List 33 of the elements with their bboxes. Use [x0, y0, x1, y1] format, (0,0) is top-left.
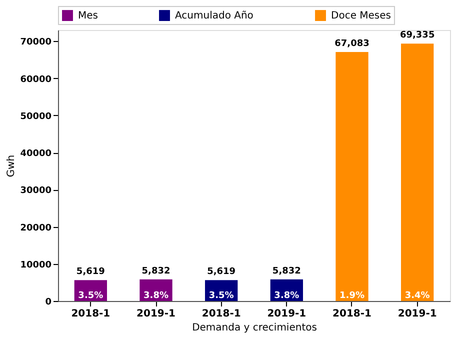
- legend-label: Doce Meses: [331, 10, 391, 22]
- y-tick-label: 0: [45, 298, 52, 308]
- x-axis-title: Demanda y crecimientos: [192, 322, 317, 334]
- x-tick-label: 2019-1: [398, 308, 437, 320]
- annotation: 3.5%: [78, 291, 104, 301]
- annotation: 3.8%: [274, 291, 300, 301]
- x-tick-label: 2019-1: [267, 308, 306, 320]
- data-label: 5,832: [142, 266, 170, 276]
- x-tick-label: 2019-1: [136, 308, 176, 320]
- data-label: 5,619: [207, 267, 236, 278]
- annotation: 3.8%: [144, 291, 168, 301]
- annotation: 3.5%: [208, 291, 234, 301]
- data-label: 5,832: [272, 266, 301, 276]
- data-label: 69,335: [400, 30, 435, 41]
- data-label: 5,619: [76, 267, 105, 278]
- y-tick-label: 20000: [20, 223, 52, 234]
- legend-label: Mes: [78, 10, 98, 22]
- x-tick-label: 2018-1: [71, 308, 110, 320]
- y-tick-label: 30000: [20, 186, 52, 196]
- data-label: 67,083: [334, 38, 370, 49]
- bar: [336, 52, 368, 301]
- y-axis-title: Gwh: [6, 154, 18, 178]
- annotation: 1.9%: [340, 291, 364, 301]
- y-tick-label: 60000: [20, 74, 52, 85]
- y-tick-label: 10000: [20, 260, 52, 270]
- x-tick-label: 2018-1: [332, 308, 372, 320]
- y-tick-label: 70000: [20, 38, 52, 48]
- y-tick-label: 50000: [20, 112, 52, 122]
- bar: [401, 44, 434, 301]
- legend-label: Acumulado Año: [175, 10, 254, 22]
- x-tick-label: 2018-1: [202, 308, 241, 320]
- annotation: 3.4%: [404, 291, 430, 301]
- y-tick-label: 40000: [20, 149, 52, 160]
